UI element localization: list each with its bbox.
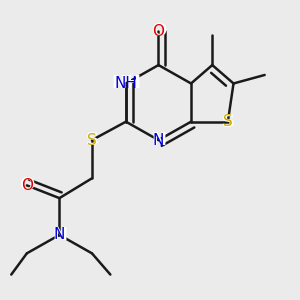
Text: O: O	[151, 22, 166, 40]
Text: O: O	[152, 24, 164, 39]
Text: O: O	[21, 178, 33, 193]
Text: O: O	[19, 176, 34, 194]
Text: S: S	[87, 133, 97, 148]
Text: NH: NH	[111, 74, 141, 92]
Text: S: S	[223, 114, 233, 129]
Text: S: S	[85, 131, 98, 149]
Text: N: N	[153, 133, 164, 148]
Text: N: N	[151, 131, 166, 149]
Text: S: S	[221, 113, 234, 131]
Text: N: N	[54, 227, 65, 242]
Text: N: N	[52, 226, 67, 244]
Text: NH: NH	[115, 76, 137, 91]
